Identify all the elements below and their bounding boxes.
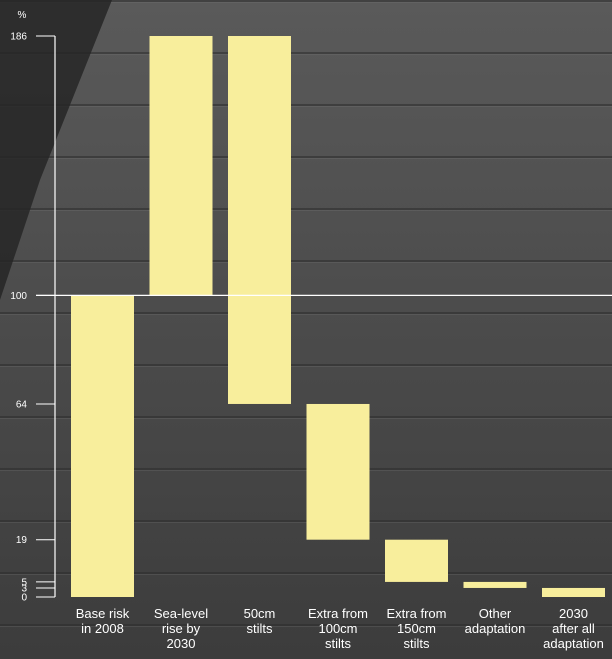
category-label-5: Other adaptation: [465, 606, 526, 636]
category-label-3-line-0: Extra from: [308, 606, 368, 621]
category-label-4-line-2: stilts: [404, 636, 431, 651]
bar-1: [149, 36, 213, 296]
category-label-0-line-0: Base risk: [76, 606, 130, 621]
category-label-1-line-0: Sea-level: [154, 606, 208, 621]
category-label-1: Sea-level rise by 2030: [154, 606, 208, 651]
category-label-1-line-1: rise by: [162, 621, 201, 636]
category-label-3-line-1: 100cm: [318, 621, 357, 636]
category-label-5-line-0: Other: [479, 606, 512, 621]
y-tick-label-3: 3: [21, 583, 27, 594]
bar-0: [71, 295, 134, 597]
category-label-3: Extra from 100cm stilts: [308, 606, 368, 651]
category-label-6: 2030 after all adaptation: [543, 606, 604, 651]
category-label-0: Base risk in 2008: [76, 606, 130, 636]
bar-6: [542, 587, 605, 597]
bar-3: [306, 403, 370, 540]
category-label-4-line-0: Extra from: [387, 606, 447, 621]
bar-2: [228, 36, 291, 404]
bar-4: [385, 539, 448, 582]
bar-5: [463, 581, 527, 588]
category-label-3-line-2: stilts: [325, 636, 352, 651]
category-label-2-line-1: stilts: [247, 621, 274, 636]
y-tick-label-100: 100: [10, 291, 27, 302]
y-tick-label-19: 19: [16, 535, 28, 546]
category-label-1-line-2: 2030: [167, 636, 196, 651]
category-label-6-line-2: adaptation: [543, 636, 604, 651]
grass-corner: [0, 0, 112, 300]
category-label-5-line-1: adaptation: [465, 621, 526, 636]
category-label-4: Extra from 150cm stilts: [387, 606, 447, 651]
y-axis-unit-label: %: [18, 10, 27, 21]
category-label-0-line-1: in 2008: [81, 621, 124, 636]
category-label-2-line-0: 50cm: [244, 606, 276, 621]
y-tick-label-64: 64: [16, 399, 28, 410]
category-label-6-line-1: after all: [552, 621, 595, 636]
y-tick-label-5: 5: [21, 577, 27, 588]
category-label-2: 50cm stilts: [244, 606, 276, 636]
category-label-4-line-1: 150cm: [397, 621, 436, 636]
y-tick-label-0: 0: [21, 593, 27, 604]
category-label-6-line-0: 2030: [559, 606, 588, 621]
y-tick-label-186: 186: [10, 32, 27, 43]
